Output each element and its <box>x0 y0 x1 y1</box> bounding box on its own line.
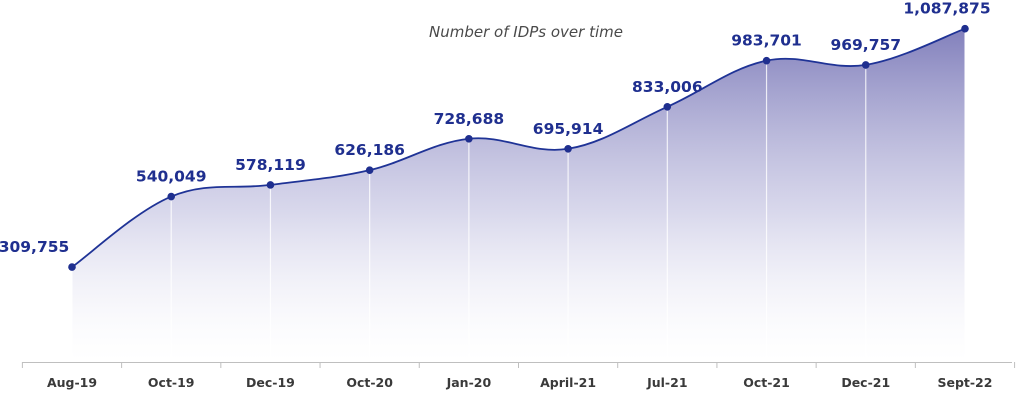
data-labels: 309,755 540,049 578,119 626,186 728,688 695,9… <box>0 0 991 256</box>
data-label: 695,914 <box>533 120 604 138</box>
data-point <box>762 56 771 65</box>
data-label: 728,688 <box>434 110 505 128</box>
data-point <box>663 102 672 111</box>
x-tick-label: Oct-19 <box>148 375 195 390</box>
data-point <box>564 144 572 153</box>
data-label: 969,757 <box>830 36 901 54</box>
data-label: 983,701 <box>731 32 802 50</box>
x-tick-label: Oct-20 <box>346 375 393 390</box>
data-point <box>68 263 76 271</box>
data-point <box>861 61 870 69</box>
data-label: 309,755 <box>0 238 69 256</box>
x-axis-ticks <box>21 362 1016 368</box>
x-tick-label: Dec-21 <box>841 375 890 390</box>
x-tick-label: Jan-20 <box>446 375 492 390</box>
data-point <box>365 166 374 174</box>
area-fill <box>72 28 965 362</box>
x-axis-labels: Aug-19 Oct-19 Dec-19 Oct-20 Jan-20 April-21 Ju… <box>47 375 993 390</box>
data-point <box>266 181 275 189</box>
series-line <box>71 27 966 268</box>
x-tick-label: April-21 <box>540 375 596 390</box>
data-label: 540,049 <box>136 168 207 186</box>
x-tick-label: Aug-19 <box>47 375 97 390</box>
drop-lines <box>71 32 966 362</box>
data-point <box>167 192 176 201</box>
data-label: 1,087,875 <box>903 0 990 18</box>
x-tick-label: Oct-21 <box>743 375 790 390</box>
data-label: 833,006 <box>632 78 703 96</box>
x-tick-label: Dec-19 <box>246 375 295 390</box>
data-point <box>961 24 969 33</box>
data-label: 626,186 <box>334 141 405 159</box>
data-point <box>465 134 473 143</box>
chart-title: Number of IDPs over time <box>429 23 623 41</box>
x-tick-label: Sept-22 <box>937 375 992 390</box>
data-label: 578,119 <box>235 156 306 174</box>
x-tick-label: Jul-21 <box>646 375 687 390</box>
data-markers <box>68 24 969 271</box>
